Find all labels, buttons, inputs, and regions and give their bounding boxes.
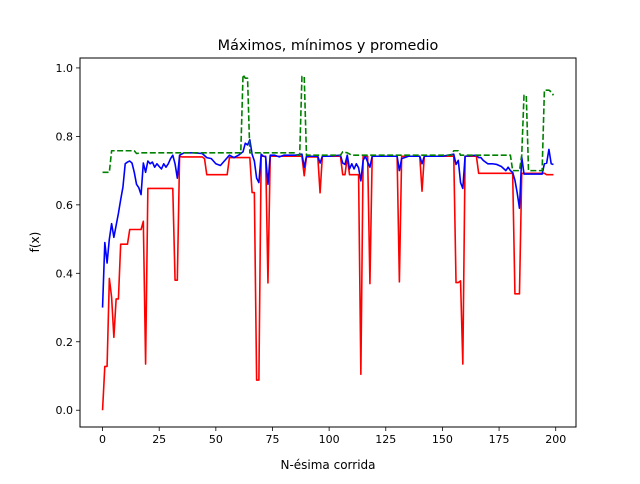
x-tick-label: 25: [152, 433, 166, 446]
series-line-3: [102, 73, 555, 174]
y-tick-label: 0.0: [56, 404, 74, 417]
x-tick-label: 200: [545, 433, 566, 446]
y-tick-label: 1.0: [56, 62, 74, 75]
x-tick-label: 175: [489, 433, 510, 446]
x-tick-label: 125: [375, 433, 396, 446]
y-tick-label: 0.8: [56, 130, 74, 143]
y-axis-label: f(x): [28, 232, 42, 253]
x-tick-label: 100: [319, 433, 340, 446]
x-tick-label: 50: [209, 433, 223, 446]
plot-frame: [79, 57, 577, 428]
y-tick-label: 0.6: [56, 199, 74, 212]
x-axis-label: N-ésima corrida: [280, 458, 375, 472]
x-tick-label: 150: [432, 433, 453, 446]
y-tick-label: 0.4: [56, 267, 74, 280]
ticks-layer: 0 25 50 75 100 125 150 175 200 0.0 0.2 0.4 0.6 0.8 1.0: [56, 62, 567, 446]
series-layer: [101, 73, 555, 411]
series-line-2: [101, 139, 554, 308]
x-tick-label: 75: [265, 433, 279, 446]
y-tick-label: 0.2: [56, 336, 74, 349]
x-tick-label: 0: [99, 433, 106, 446]
chart-title: Máximos, mínimos y promedio: [218, 38, 439, 54]
